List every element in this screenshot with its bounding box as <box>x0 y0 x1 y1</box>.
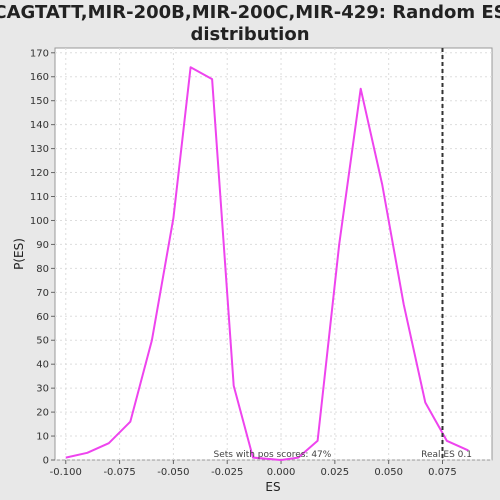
x-tick-label: -0.025 <box>211 467 243 478</box>
axis-layer: 0 10 20 30 40 50 60 70 80 90 100 110 120 130 140 150 160… <box>30 48 457 478</box>
y-tick-label: 150 <box>30 96 49 107</box>
series-line <box>65 66 469 461</box>
y-axis-label: P(ES) <box>12 238 26 270</box>
x-tick-label: 0.050 <box>374 467 403 478</box>
x-tick-label: -0.100 <box>50 467 82 478</box>
x-tick-label: 0.075 <box>428 467 457 478</box>
y-tick-label: 160 <box>30 72 49 83</box>
series-layer <box>65 66 469 461</box>
x-tick-label: 0.000 <box>267 467 296 478</box>
x-tick-label: -0.075 <box>103 467 135 478</box>
y-tick-label: 50 <box>36 336 49 347</box>
real-es-label: Real ES 0.1 <box>421 450 472 460</box>
chart-title-line-2: distribution <box>190 24 309 45</box>
chart-title-line-1: CAGTATT,MIR-200B,MIR-200C,MIR-429: Rando… <box>0 2 500 23</box>
y-tick-label: 170 <box>30 48 49 59</box>
annotation-layer: Real ES 0.1 Sets with pos scores: 47% <box>214 48 472 460</box>
y-tick-label: 80 <box>36 264 49 275</box>
y-tick-label: 30 <box>36 384 49 395</box>
y-tick-label: 60 <box>36 312 49 323</box>
plot-area <box>54 47 493 461</box>
x-tick-label: 0.025 <box>321 467 350 478</box>
pos-scores-label: Sets with pos scores: 47% <box>214 450 332 460</box>
y-tick-label: 110 <box>30 192 49 203</box>
y-tick-label: 130 <box>30 144 49 155</box>
y-tick-label: 0 <box>43 456 49 467</box>
y-tick-label: 20 <box>36 408 49 419</box>
y-tick-label: 120 <box>30 168 49 179</box>
x-tick-label: -0.050 <box>157 467 189 478</box>
y-tick-label: 140 <box>30 120 49 131</box>
y-tick-label: 40 <box>36 360 49 371</box>
y-tick-label: 100 <box>30 216 49 227</box>
x-axis-label: ES <box>265 480 280 494</box>
y-tick-label: 70 <box>36 288 49 299</box>
y-tick-label: 10 <box>36 432 49 443</box>
y-tick-label: 90 <box>36 240 49 251</box>
